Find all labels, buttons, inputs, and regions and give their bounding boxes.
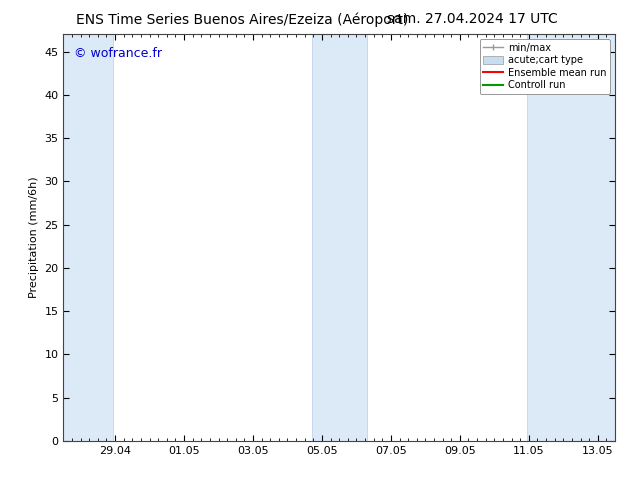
Text: © wofrance.fr: © wofrance.fr: [74, 47, 162, 59]
Bar: [527, 34, 615, 441]
Text: sam. 27.04.2024 17 UTC: sam. 27.04.2024 17 UTC: [387, 12, 558, 26]
Legend: min/max, acute;cart type, Ensemble mean run, Controll run: min/max, acute;cart type, Ensemble mean …: [479, 39, 610, 94]
Bar: [63, 34, 113, 441]
Bar: [312, 34, 366, 441]
Y-axis label: Precipitation (mm/6h): Precipitation (mm/6h): [29, 177, 39, 298]
Text: ENS Time Series Buenos Aires/Ezeiza (Aéroport): ENS Time Series Buenos Aires/Ezeiza (Aér…: [76, 12, 408, 27]
